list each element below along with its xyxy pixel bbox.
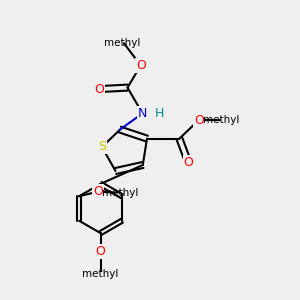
Text: O: O <box>194 113 204 127</box>
Text: N: N <box>138 107 147 120</box>
Text: methyl: methyl <box>104 38 141 48</box>
Text: O: O <box>93 185 103 198</box>
Text: O: O <box>136 59 146 72</box>
Text: H: H <box>155 107 164 120</box>
Text: methyl: methyl <box>102 188 139 198</box>
Text: methyl: methyl <box>203 115 240 125</box>
Text: O: O <box>94 82 104 96</box>
Text: S: S <box>98 140 106 154</box>
Text: O: O <box>184 156 193 169</box>
Text: methyl: methyl <box>82 268 119 279</box>
Text: O: O <box>96 245 105 258</box>
